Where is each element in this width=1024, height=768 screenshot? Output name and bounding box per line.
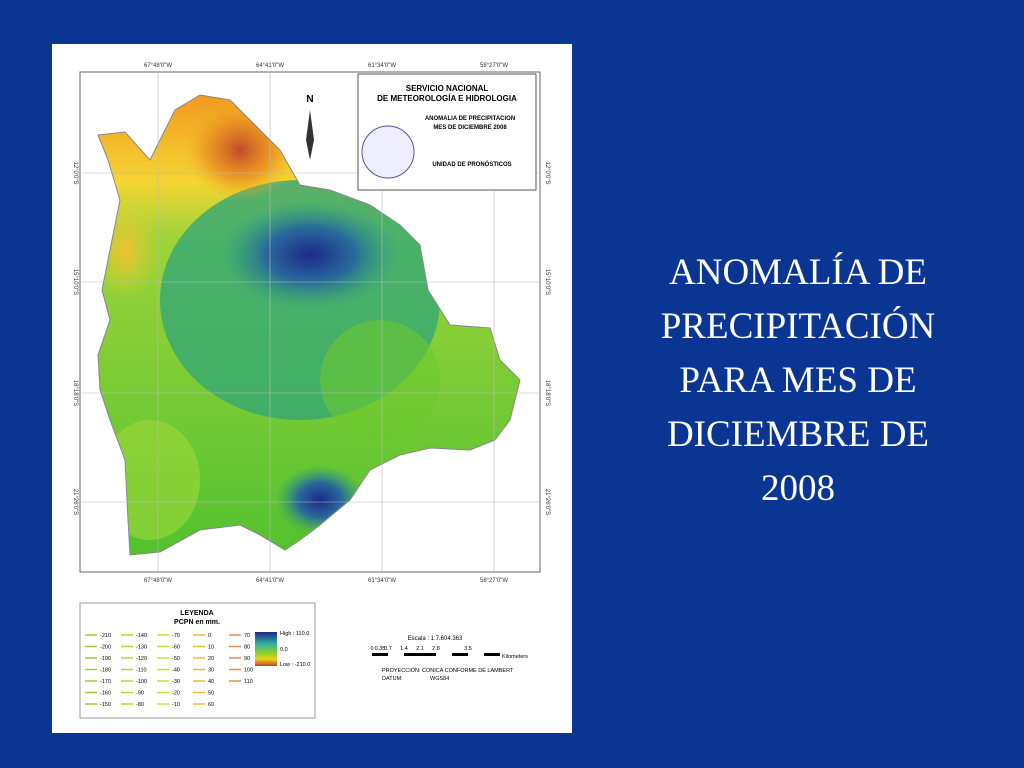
header-text: MES DE DICIEMBRE 2008	[433, 125, 507, 131]
scale-tick: 2.8	[432, 646, 440, 652]
legend-value: -80	[136, 702, 144, 708]
longitude-label: 67°48'0"W	[144, 63, 172, 69]
latitude-label: 15°10'0"S	[544, 269, 550, 295]
ramp-label: 0.0	[280, 647, 288, 653]
logo	[361, 125, 415, 179]
scale-unit: Kilometers	[502, 654, 528, 660]
latitude-label: 15°10'0"S	[72, 269, 78, 295]
scale-tick: 2.1	[416, 646, 424, 652]
latitude-label: 12°0'0"S	[544, 161, 550, 184]
longitude-label: 64°41'0"W	[256, 63, 284, 69]
legend-value: -30	[172, 679, 180, 685]
legend-ramp	[255, 632, 277, 666]
header-text: UNIDAD DE PRONÓSTICOS	[432, 160, 511, 168]
legend-value: -10	[172, 702, 180, 708]
legend-value: -20	[172, 691, 180, 697]
latitude-label: 21°26'0"S	[72, 489, 78, 515]
country-outline	[97, 94, 521, 556]
north-arrow	[306, 110, 314, 160]
longitude-label: 61°34'0"W	[368, 578, 396, 584]
legend-value: 0	[208, 633, 211, 639]
scale-tick: 3.5	[464, 646, 472, 652]
legend-value: -190	[100, 656, 111, 662]
longitude-label: 67°48'0"W	[144, 578, 172, 584]
projection: PROYECCION: CONICA CONFORME DE LAMBERT	[382, 668, 514, 674]
legend-value: -50	[172, 656, 180, 662]
legend-value: -150	[100, 702, 111, 708]
datum: WGS84	[430, 676, 449, 682]
longitude-label: 64°41'0"W	[256, 578, 284, 584]
legend-value: -210	[100, 633, 111, 639]
scale-tick: 0.7	[384, 646, 392, 652]
legend-value: 70	[244, 633, 250, 639]
header-text: SERVICIO NACIONAL	[406, 84, 489, 93]
legend-value: -100	[136, 679, 147, 685]
latitude-label: 18°18'0"S	[72, 380, 78, 406]
header-text: DE METEOROLOGÍA E HIDROLOGIA	[377, 94, 517, 103]
header-text: ANOMALIA DE PRECIPITACION	[425, 116, 515, 122]
title-line: DICIEMBRE DE	[666, 414, 930, 455]
ramp-label: High : 110.0	[280, 631, 309, 637]
legend-value: -180	[100, 668, 111, 674]
legend-value: 100	[244, 668, 253, 674]
longitude-label: 58°27'0"W	[480, 63, 508, 69]
legend-subtitle: PCPN en mm.	[174, 619, 220, 626]
legend-value: -130	[136, 645, 147, 651]
title-line: PRECIPITACIÓN	[660, 306, 936, 347]
latitude-label: 12°0'0"S	[72, 161, 78, 184]
legend-value: -70	[172, 633, 180, 639]
legend-value: -90	[136, 691, 144, 697]
slide-title: ANOMALÍA DE PRECIPITACIÓN PARA MES DE DICIE…	[600, 246, 996, 516]
legend-value: -110	[136, 668, 147, 674]
title-line: 2008	[761, 468, 835, 509]
title-line: PARA MES DE	[679, 360, 917, 401]
legend-value: 80	[244, 645, 250, 651]
datum-label: DATUM:	[382, 676, 403, 682]
longitude-label: 61°34'0"W	[368, 63, 396, 69]
scale-tick: 0.35	[375, 646, 386, 652]
legend-value: 50	[208, 691, 214, 697]
legend-value: 90	[244, 656, 250, 662]
legend-value: -140	[136, 633, 147, 639]
legend-value: -60	[172, 645, 180, 651]
legend-value: -200	[100, 645, 111, 651]
scale-tick: 0	[370, 646, 373, 652]
legend-value: -160	[100, 691, 111, 697]
latitude-label: 21°26'0"S	[544, 489, 550, 515]
legend-value: 60	[208, 702, 214, 708]
north-label: N	[306, 94, 313, 105]
legend-value: -120	[136, 656, 147, 662]
legend-value: 20	[208, 656, 214, 662]
legend-value: 40	[208, 679, 214, 685]
scale-tick: 1.4	[400, 646, 408, 652]
legend-value: 30	[208, 668, 214, 674]
legend-value: 10	[208, 645, 214, 651]
latitude-label: 18°18'0"S	[544, 380, 550, 406]
scale-bar	[372, 653, 500, 656]
legend-value: 110	[244, 679, 253, 685]
legend-title: LEYENDA	[180, 610, 213, 617]
longitude-label: 58°27'0"W	[480, 578, 508, 584]
ramp-label: Low : -210.0	[280, 662, 310, 668]
legend-value: -170	[100, 679, 111, 685]
legend-value: -40	[172, 668, 180, 674]
title-line: ANOMALÍA DE	[669, 252, 927, 293]
scale-label: Escala : 1:7.604.363	[408, 636, 463, 642]
